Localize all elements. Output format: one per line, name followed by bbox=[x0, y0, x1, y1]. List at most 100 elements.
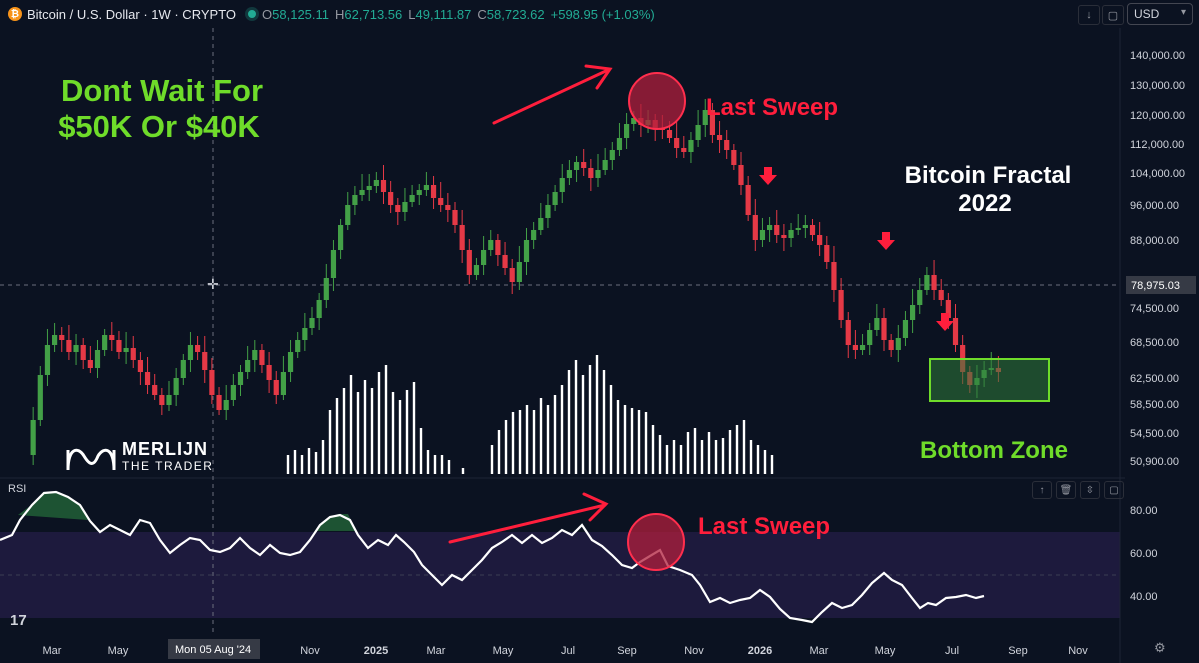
candle-body bbox=[173, 378, 179, 395]
down-arrow-icon-1 bbox=[759, 167, 777, 185]
candle-body bbox=[366, 186, 372, 190]
candle-body bbox=[130, 348, 136, 360]
volume-bar bbox=[405, 390, 409, 474]
tradingview-logo-icon[interactable]: 17 bbox=[10, 612, 27, 629]
candle-body bbox=[952, 318, 959, 345]
candle-body bbox=[144, 372, 151, 385]
candle-body bbox=[252, 350, 258, 360]
volume-bar bbox=[763, 450, 767, 474]
rsi-label[interactable]: RSI bbox=[8, 483, 27, 495]
candle-body bbox=[116, 340, 122, 352]
candle-body bbox=[817, 235, 823, 245]
volume-bar bbox=[419, 428, 423, 474]
candle-body bbox=[495, 240, 501, 255]
candle-body bbox=[881, 318, 887, 340]
candle-body bbox=[44, 345, 51, 375]
price-tick-label: 74,500.00 bbox=[1130, 303, 1179, 315]
btc-logo-icon: ₿ bbox=[8, 7, 22, 21]
candle-body bbox=[795, 228, 801, 230]
chevron-down-icon: ▾ bbox=[1180, 7, 1186, 18]
volume-bar bbox=[770, 455, 774, 474]
volume-bar bbox=[384, 365, 388, 474]
crosshair-price-badge bbox=[1126, 276, 1196, 294]
candle-body bbox=[573, 162, 580, 170]
time-axis[interactable]: Mar May Nov 2025 Mar May Jul Sep Nov 2026 Mar May Ju… bbox=[43, 645, 1089, 657]
candle-body bbox=[859, 345, 866, 350]
candle-body bbox=[195, 345, 201, 352]
candle-body bbox=[759, 230, 766, 240]
annotation-wait-line2: $50K Or $40K bbox=[58, 109, 260, 144]
candle-body bbox=[745, 185, 751, 215]
fullscreen-icon[interactable]: ▢ bbox=[1102, 5, 1124, 25]
arrow-up-icon[interactable]: ↑ bbox=[1032, 481, 1052, 499]
volume-bar bbox=[447, 460, 451, 474]
crosshair-date-label: Mon 05 Aug '24 bbox=[175, 644, 251, 656]
rsi-tick-label: 80.00 bbox=[1130, 505, 1158, 517]
candle-body bbox=[123, 348, 129, 352]
volume-bars-layer bbox=[286, 355, 774, 474]
candle-body bbox=[588, 168, 594, 178]
candle-body bbox=[702, 110, 708, 125]
time-tick-label: Nov bbox=[300, 645, 320, 657]
candle-body bbox=[681, 148, 687, 152]
candle-body bbox=[917, 290, 923, 305]
candle-body bbox=[395, 205, 401, 212]
candle-body bbox=[738, 165, 744, 185]
volume-bar bbox=[700, 440, 704, 474]
candle-body bbox=[674, 138, 680, 148]
down-arrow-icon-2 bbox=[877, 232, 895, 250]
candle-body bbox=[73, 345, 79, 352]
candle-body bbox=[888, 340, 894, 350]
volume-bar bbox=[581, 375, 585, 474]
volume-bar bbox=[342, 388, 346, 474]
candle-body bbox=[902, 320, 909, 338]
price-axis[interactable]: 140,000.00 130,000.00 120,000.00 112,000.00… bbox=[1130, 50, 1185, 468]
candle-body bbox=[259, 350, 265, 365]
candle-body bbox=[338, 225, 344, 250]
volume-bar bbox=[335, 398, 339, 474]
annotation-fractal-line1: Bitcoin Fractal bbox=[905, 162, 1072, 189]
logo-text-bottom: THE TRADER bbox=[122, 459, 213, 473]
candle-body bbox=[910, 305, 916, 320]
candle-body bbox=[287, 352, 294, 372]
trash-icon[interactable]: 🗑 bbox=[1056, 481, 1076, 499]
volume-bar bbox=[518, 410, 522, 474]
time-tick-label: Mar bbox=[43, 645, 62, 657]
collapse-icon[interactable]: ⇳ bbox=[1080, 481, 1100, 499]
candle-body bbox=[852, 345, 858, 350]
candle-body bbox=[345, 205, 351, 225]
volume-bar bbox=[525, 405, 529, 474]
price-tick-label: 140,000.00 bbox=[1130, 50, 1185, 62]
candle-body bbox=[266, 365, 272, 380]
candle-body bbox=[302, 328, 308, 340]
annotation-last-sweep-price: Last Sweep bbox=[706, 94, 838, 121]
price-tick-label: 58,500.00 bbox=[1130, 399, 1179, 411]
symbol-title[interactable]: Bitcoin / U.S. Dollar · 1W · CRYPTO bbox=[27, 6, 237, 22]
volume-bar bbox=[616, 400, 620, 474]
time-tick-label: Mar bbox=[810, 645, 829, 657]
ohlc-high: H62,713.56 bbox=[335, 6, 403, 22]
time-tick-label: May bbox=[875, 645, 896, 657]
volume-bar bbox=[286, 455, 290, 474]
volume-bar bbox=[307, 448, 311, 474]
volume-bar bbox=[686, 432, 690, 474]
candle-body bbox=[924, 275, 930, 290]
candle-body bbox=[330, 250, 337, 278]
rsi-axis[interactable]: 80.00 60.00 40.00 bbox=[1130, 505, 1158, 603]
volume-bar bbox=[440, 455, 444, 474]
candle-body bbox=[945, 300, 951, 318]
download-icon[interactable]: ↓ bbox=[1078, 5, 1100, 25]
ohlc-close: C58,723.62 bbox=[477, 6, 545, 22]
price-tick-label: 112,000.00 bbox=[1130, 139, 1184, 151]
volume-bar bbox=[504, 420, 508, 474]
live-dot-icon bbox=[248, 10, 257, 18]
maximize-icon[interactable]: ▢ bbox=[1104, 481, 1124, 499]
volume-bar bbox=[398, 400, 402, 474]
candle-body bbox=[895, 338, 901, 350]
candle-body bbox=[824, 245, 830, 262]
bottom-zone-box bbox=[929, 358, 1050, 402]
gear-icon[interactable]: ⚙ bbox=[1154, 640, 1166, 655]
currency-select[interactable]: USD ▾ bbox=[1127, 3, 1193, 25]
volume-bar bbox=[728, 430, 732, 474]
